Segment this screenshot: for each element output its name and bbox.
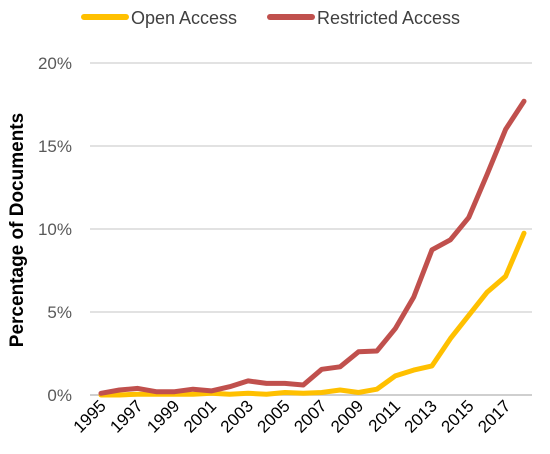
legend: Open Access Restricted Access <box>81 8 460 28</box>
x-tick-label: 2011 <box>365 396 404 435</box>
series-line-restricted-access <box>98 98 527 396</box>
x-tick-label: 1997 <box>106 396 146 436</box>
x-tick-label: 2007 <box>290 396 330 436</box>
x-tick-label: 2009 <box>327 396 367 436</box>
x-axis-ticks: 1995199719992001200320052007200920112013… <box>70 396 515 436</box>
y-axis-title: Percentage of Documents <box>7 113 28 347</box>
y-tick-label: 0% <box>47 386 72 405</box>
x-tick-label: 1995 <box>70 396 110 436</box>
x-tick-label: 2017 <box>474 396 514 436</box>
x-tick-label: 2013 <box>401 396 441 436</box>
x-tick-label: 2015 <box>437 396 477 436</box>
legend-label-open-access: Open Access <box>131 8 237 28</box>
x-tick-label: 1999 <box>143 396 183 436</box>
y-tick-label: 15% <box>38 137 72 156</box>
y-tick-label: 20% <box>38 54 72 73</box>
y-tick-label: 10% <box>38 220 72 239</box>
y-axis-ticks: 0% 5% 10% 15% 20% <box>38 54 72 405</box>
x-tick-label: 2003 <box>217 396 257 436</box>
gridlines <box>90 62 532 396</box>
x-tick-label: 2005 <box>254 396 294 436</box>
series-lines <box>98 98 527 398</box>
y-tick-label: 5% <box>47 303 72 322</box>
x-tick-label: 2001 <box>180 396 220 436</box>
series-line-open-access <box>98 230 527 398</box>
legend-label-restricted-access: Restricted Access <box>317 8 460 28</box>
